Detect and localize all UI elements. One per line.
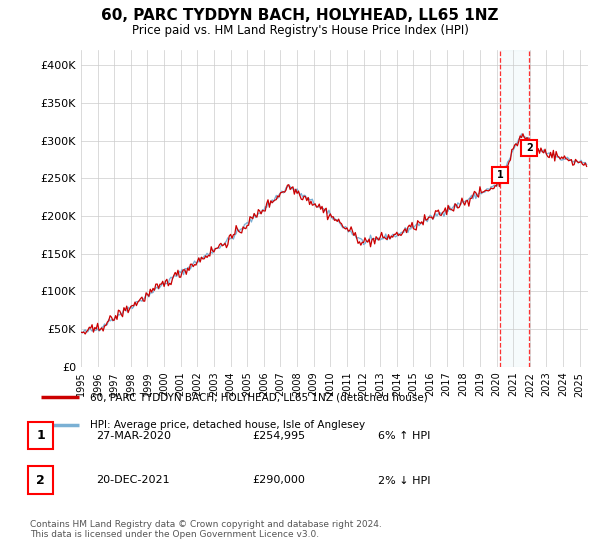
Text: 2% ↓ HPI: 2% ↓ HPI — [378, 475, 431, 486]
Text: 60, PARC TYDDYN BACH, HOLYHEAD, LL65 1NZ: 60, PARC TYDDYN BACH, HOLYHEAD, LL65 1NZ — [101, 8, 499, 24]
Bar — [500, 50, 529, 367]
Text: 1: 1 — [36, 429, 45, 442]
Text: 1: 1 — [497, 170, 504, 180]
FancyBboxPatch shape — [28, 422, 53, 449]
FancyBboxPatch shape — [28, 466, 53, 494]
Text: 27-MAR-2020: 27-MAR-2020 — [96, 431, 171, 441]
Text: Contains HM Land Registry data © Crown copyright and database right 2024.
This d: Contains HM Land Registry data © Crown c… — [30, 520, 382, 539]
Text: HPI: Average price, detached house, Isle of Anglesey: HPI: Average price, detached house, Isle… — [90, 420, 365, 430]
Text: 60, PARC TYDDYN BACH, HOLYHEAD, LL65 1NZ (detached house): 60, PARC TYDDYN BACH, HOLYHEAD, LL65 1NZ… — [90, 392, 428, 402]
Text: 2: 2 — [526, 143, 533, 153]
Text: 2: 2 — [36, 474, 45, 487]
Text: 20-DEC-2021: 20-DEC-2021 — [96, 475, 170, 486]
Text: Price paid vs. HM Land Registry's House Price Index (HPI): Price paid vs. HM Land Registry's House … — [131, 24, 469, 37]
Text: 6% ↑ HPI: 6% ↑ HPI — [378, 431, 430, 441]
Text: £290,000: £290,000 — [252, 475, 305, 486]
Text: £254,995: £254,995 — [252, 431, 305, 441]
